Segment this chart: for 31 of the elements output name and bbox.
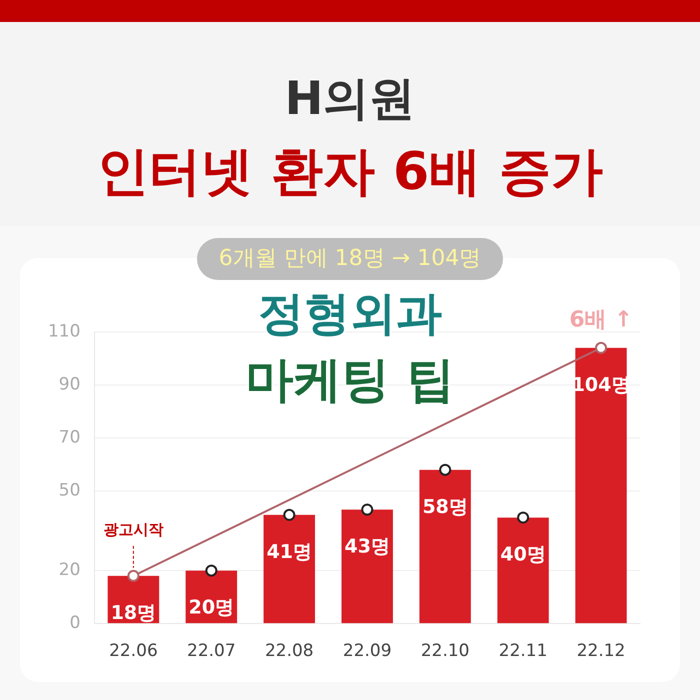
x-tick-label: 22.08 bbox=[264, 641, 314, 662]
x-tick-label: 22.11 bbox=[498, 641, 548, 662]
data-label: 43명 bbox=[344, 536, 390, 558]
bar bbox=[575, 348, 627, 624]
bar bbox=[419, 470, 471, 624]
bar bbox=[342, 510, 393, 624]
y-tick-label: 20 bbox=[58, 560, 80, 580]
y-tick-label: 90 bbox=[58, 374, 80, 394]
y-tick-label: 50 bbox=[58, 480, 80, 500]
annotation: 마케팅 팁 bbox=[246, 352, 454, 408]
data-label: 40명 bbox=[500, 544, 546, 566]
y-tick-label: 0 bbox=[70, 613, 80, 634]
chart-subtitle: 인터넷 환자 6배 증가 bbox=[96, 141, 604, 204]
y-tick-label: 70 bbox=[58, 427, 80, 448]
x-tick-label: 22.12 bbox=[576, 641, 626, 662]
y-tick-label: 110 bbox=[48, 321, 80, 342]
data-label: 41명 bbox=[266, 540, 312, 563]
annotation: 6배 ↑ bbox=[569, 308, 633, 333]
bar bbox=[264, 514, 316, 624]
data-label: 18명 bbox=[110, 602, 156, 624]
data-label: 20명 bbox=[188, 596, 234, 619]
x-tick-label: 22.09 bbox=[342, 641, 392, 662]
x-tick-label: 22.06 bbox=[109, 641, 158, 662]
x-tick-label: 22.07 bbox=[187, 641, 236, 662]
data-label: 58명 bbox=[422, 496, 468, 518]
bar bbox=[497, 518, 549, 624]
x-tick-label: 22.10 bbox=[420, 641, 470, 662]
text: 6개월 만에 18명 → 104명 bbox=[196, 238, 504, 280]
chart-title: H의원 bbox=[284, 70, 416, 126]
annotation: 광고시작 bbox=[103, 520, 164, 538]
annotation: 정형외과 bbox=[258, 286, 442, 340]
